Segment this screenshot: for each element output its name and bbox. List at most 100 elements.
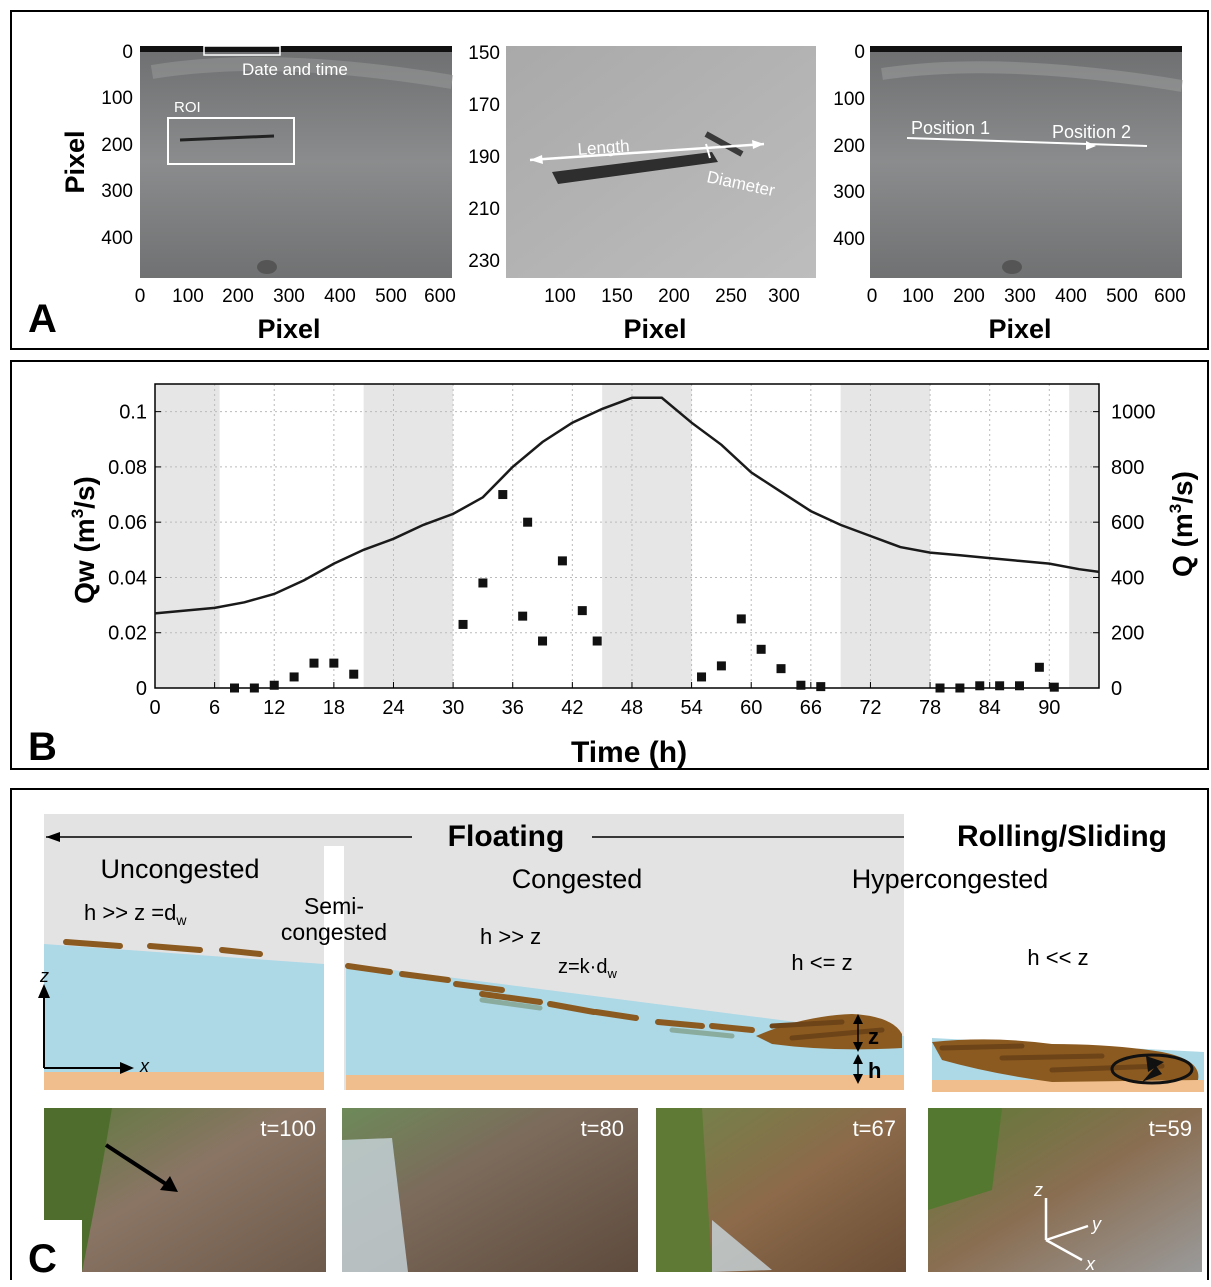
img2-ytick: 190 [468, 147, 500, 168]
data-point [349, 669, 359, 679]
roi-label: ROI [174, 99, 201, 116]
camera-image-2: Length Diameter 150 170 190 210 230 100 … [468, 43, 816, 344]
data-point [498, 490, 508, 500]
dim-h-label: h [868, 1058, 881, 1083]
panel-c: Floating Rolling/Sliding Uncongested Sem… [10, 788, 1209, 1282]
x-tick-label: 54 [680, 697, 702, 719]
data-point [592, 636, 602, 646]
night-band [363, 384, 454, 688]
img2-xtick: 150 [601, 286, 633, 307]
data-point [1015, 681, 1025, 691]
img1-xtick: 600 [424, 286, 456, 307]
relation-congested-1: h >> z [480, 924, 541, 949]
y-tick-label-left: 0.1 [119, 402, 147, 424]
y-tick-label-right: 400 [1111, 567, 1144, 589]
x-tick-label: 12 [263, 697, 285, 719]
img3-ytick: 400 [833, 229, 865, 250]
y-axis-right-label: Q (m3/s) [1166, 471, 1198, 577]
photo-time-label: t=100 [260, 1116, 316, 1141]
y-tick-label-right: 0 [1111, 678, 1122, 700]
photo-axis-x: x [1085, 1254, 1096, 1274]
img1-xtick: 500 [375, 286, 407, 307]
night-band [840, 384, 931, 688]
relation-congested-2: z=k·dw [558, 956, 617, 981]
panel-a-figure: Date and time ROI 0 100 200 300 400 0 10… [28, 42, 1186, 344]
camera-image-3: Position 1 Position 2 0 100 200 300 400 … [833, 42, 1186, 344]
transport-regimes-diagram: Floating Rolling/Sliding Uncongested Sem… [24, 814, 1204, 1282]
img1-xlabel: Pixel [257, 314, 320, 344]
uncongested-label: Uncongested [100, 854, 259, 884]
img3-ytick: 100 [833, 89, 865, 110]
data-point [816, 682, 826, 692]
img3-xtick: 300 [1004, 286, 1036, 307]
data-point [955, 683, 965, 693]
data-point [736, 614, 746, 624]
length-label: Length [577, 136, 630, 159]
water-uncongested [44, 944, 324, 1072]
hypercongested-label: Hypercongested [852, 864, 1049, 894]
img2-ytick: 210 [468, 199, 500, 220]
data-point [577, 606, 587, 616]
discharge-chart: 0 6 12 18 24 30 36 42 48 54 60 66 72 78 84 90 0 0.02 0.04… [28, 383, 1198, 769]
data-point [756, 644, 766, 654]
data-point [229, 683, 239, 693]
x-tick-label: 42 [561, 697, 583, 719]
x-tick-label: 18 [323, 697, 345, 719]
data-point [716, 661, 726, 671]
y-tick-label-left: 0.04 [108, 567, 147, 589]
semi-congested-label-1: Semi- [304, 893, 364, 919]
y-tick-label-right: 600 [1111, 512, 1144, 534]
axis-x-label: x [139, 1056, 150, 1076]
data-point [776, 664, 786, 674]
data-point [796, 680, 806, 690]
panel-a: Date and time ROI 0 100 200 300 400 0 10… [10, 10, 1209, 350]
data-point [538, 636, 548, 646]
rolling-sliding-label: Rolling/Sliding [957, 820, 1167, 853]
photo-axis-z: z [1033, 1180, 1043, 1200]
position-track [906, 137, 1148, 147]
relation-hypercongested: h <= z [791, 950, 852, 975]
bed-uncongested [44, 1072, 324, 1090]
panel-b: 0 6 12 18 24 30 36 42 48 54 60 66 72 78 84 90 0 0.02 0.04… [10, 360, 1209, 770]
img2-xtick: 100 [544, 286, 576, 307]
logs-uncongested [63, 939, 263, 957]
position-2-label: Position 2 [1052, 122, 1131, 142]
data-point [478, 578, 488, 588]
dim-z-label: z [868, 1024, 879, 1049]
y-tick-label-right: 200 [1111, 623, 1144, 645]
y-tick-label-left: 0.08 [108, 457, 147, 479]
img2-xtick: 300 [768, 286, 800, 307]
photo-time-label: t=67 [853, 1116, 896, 1141]
img1-ytick: 400 [101, 228, 133, 249]
data-point [518, 611, 528, 621]
congested-label: Congested [512, 864, 643, 894]
x-axis-label: Time (h) [571, 736, 687, 768]
img2-ytick: 150 [468, 43, 500, 64]
logs-congested [345, 963, 755, 1033]
img1-ytick: 0 [122, 42, 133, 63]
plot-frame [154, 383, 1100, 689]
img2-xtick: 200 [658, 286, 690, 307]
x-tick-label: 78 [919, 697, 941, 719]
x-tick-label: 30 [442, 697, 464, 719]
y-tick-label-left: 0.02 [108, 623, 147, 645]
img2-xtick: 250 [715, 286, 747, 307]
date-time-box [203, 45, 281, 56]
img3-xlabel: Pixel [988, 314, 1051, 344]
x-tick-label: 72 [859, 697, 881, 719]
panel-b-label: B [28, 725, 57, 768]
img1-ylabel: Pixel [60, 130, 90, 193]
rolling-arrow [1110, 1053, 1194, 1085]
x-tick-label: 48 [621, 697, 643, 719]
photo-time-label: t=80 [581, 1116, 624, 1141]
img3-xtick: 600 [1154, 286, 1186, 307]
panel-c-label: C [28, 1237, 57, 1281]
floating-label: Floating [448, 820, 565, 853]
x-tick-label: 84 [979, 697, 1001, 719]
data-point [1034, 662, 1044, 672]
photo-time-label: t=59 [1149, 1116, 1192, 1141]
data-point [935, 683, 945, 693]
img1-xtick: 100 [172, 286, 204, 307]
log-jam-hypercongested [756, 1014, 902, 1050]
img3-xtick: 200 [953, 286, 985, 307]
